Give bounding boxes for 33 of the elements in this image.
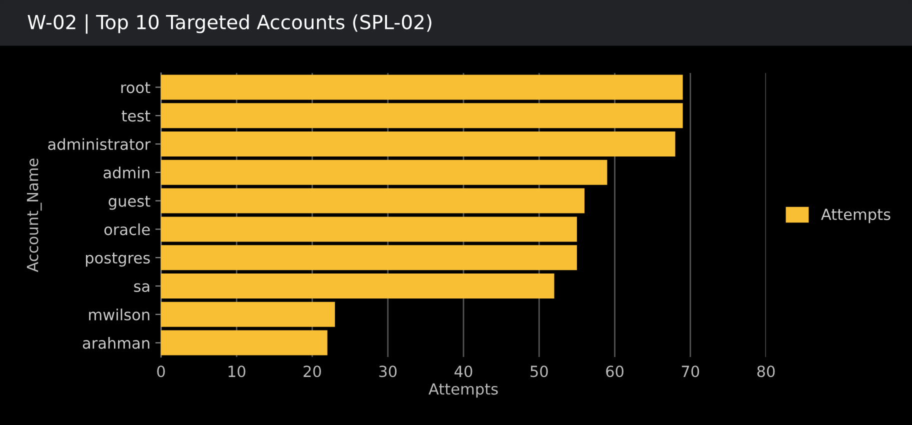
bar <box>161 302 335 327</box>
y-tick-label: admin <box>104 166 150 178</box>
bar <box>161 132 676 156</box>
y-tick-label: mwilson <box>89 308 150 320</box>
x-tick-label: 10 <box>228 366 246 378</box>
y-tick-label: postgres <box>86 252 150 267</box>
bar <box>161 103 683 128</box>
bar <box>161 274 554 298</box>
x-tick-label: 50 <box>530 366 548 378</box>
bar <box>161 188 584 214</box>
y-tick-label: guest <box>108 196 150 210</box>
bar <box>161 216 577 242</box>
y-axis-title: Account_Name <box>26 158 42 272</box>
y-tick-label: root <box>121 82 150 94</box>
y-tick-label: sa <box>134 283 150 292</box>
chart-title: W-02 | Top 10 Targeted Accounts (SPL-02) <box>28 14 432 34</box>
legend-label: Attempts <box>821 208 890 224</box>
y-tick-label: test <box>122 110 150 122</box>
x-tick-label: 0 <box>157 366 165 378</box>
bar <box>161 245 577 270</box>
x-tick-label: 40 <box>454 366 472 378</box>
x-tick-label: 30 <box>379 366 397 378</box>
bar <box>161 330 328 356</box>
x-axis-title: Attempts <box>428 383 498 398</box>
y-tick-label: arahman <box>82 336 150 349</box>
x-tick-label: 20 <box>304 366 321 378</box>
y-tick-label: oracle <box>104 223 150 236</box>
x-tick-label: 70 <box>682 366 700 378</box>
bar <box>161 160 608 185</box>
x-tick-label: 80 <box>757 366 775 378</box>
x-tick-label: 60 <box>606 366 624 378</box>
bar <box>161 74 683 100</box>
y-tick-label: administrator <box>48 138 151 150</box>
